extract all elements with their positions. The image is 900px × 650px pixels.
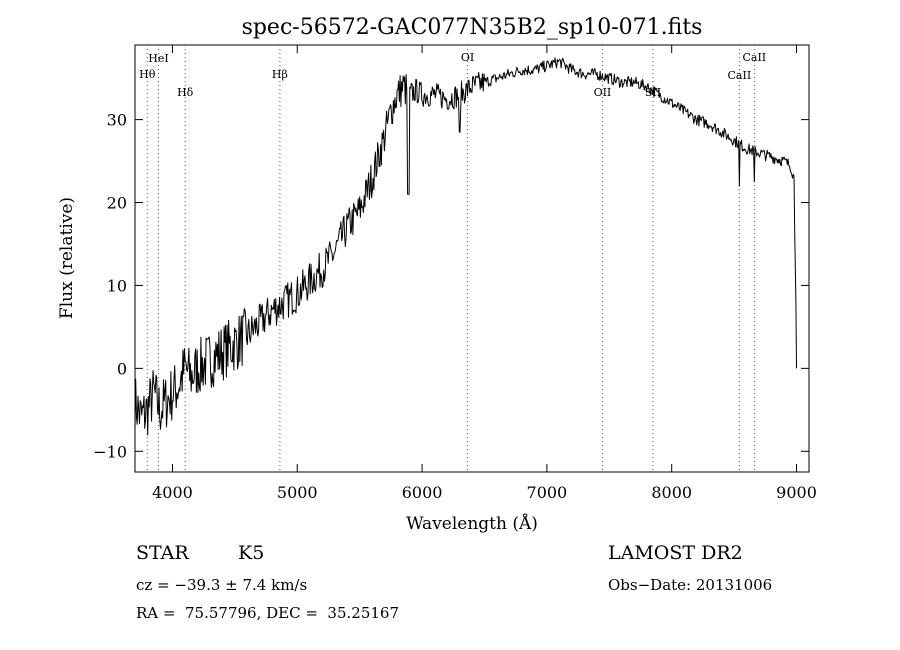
line-marker-label: CaII	[742, 51, 766, 64]
observation-date: Obs−Date: 20131006	[608, 576, 773, 594]
line-marker-label: OI	[461, 51, 474, 64]
axis-ticks: 4000 5000 6000 7000 8000 9000 −10 0 10 20 30	[93, 45, 817, 502]
x-tick-label: 5000	[277, 483, 318, 502]
line-marker-label: Hθ	[139, 68, 156, 81]
line-marker-label: HeI	[148, 52, 168, 65]
object-class: STAR	[136, 542, 189, 564]
object-subclass: K5	[238, 542, 265, 564]
survey-name: LAMOST DR2	[608, 542, 743, 564]
y-tick-label: 10	[107, 276, 127, 295]
x-tick-label: 6000	[402, 483, 443, 502]
line-marker-label: Hβ	[272, 68, 288, 81]
spectrum-line	[134, 57, 797, 436]
y-tick-label: −10	[93, 442, 127, 461]
chart-title: spec-56572-GAC077N35B2_sp10-071.fits	[242, 15, 703, 40]
x-tick-label: 9000	[776, 483, 817, 502]
x-tick-label: 4000	[152, 483, 193, 502]
x-tick-label: 8000	[651, 483, 692, 502]
line-marker-label: OII	[594, 86, 612, 99]
coordinates: RA = 75.57796, DEC = 35.25167	[136, 604, 400, 622]
y-tick-label: 0	[117, 359, 127, 378]
y-axis-label: Flux (relative)	[57, 197, 77, 319]
plot-frame	[134, 44, 810, 473]
x-axis-label: Wavelength (Å)	[406, 513, 538, 534]
line-marker-label: Hδ	[177, 86, 194, 99]
y-tick-label: 30	[107, 111, 127, 130]
x-tick-label: 7000	[527, 483, 568, 502]
redshift-cz: cz = −39.3 ± 7.4 km/s	[136, 576, 308, 594]
y-tick-label: 20	[107, 194, 127, 213]
line-marker-label: CaII	[728, 69, 752, 82]
